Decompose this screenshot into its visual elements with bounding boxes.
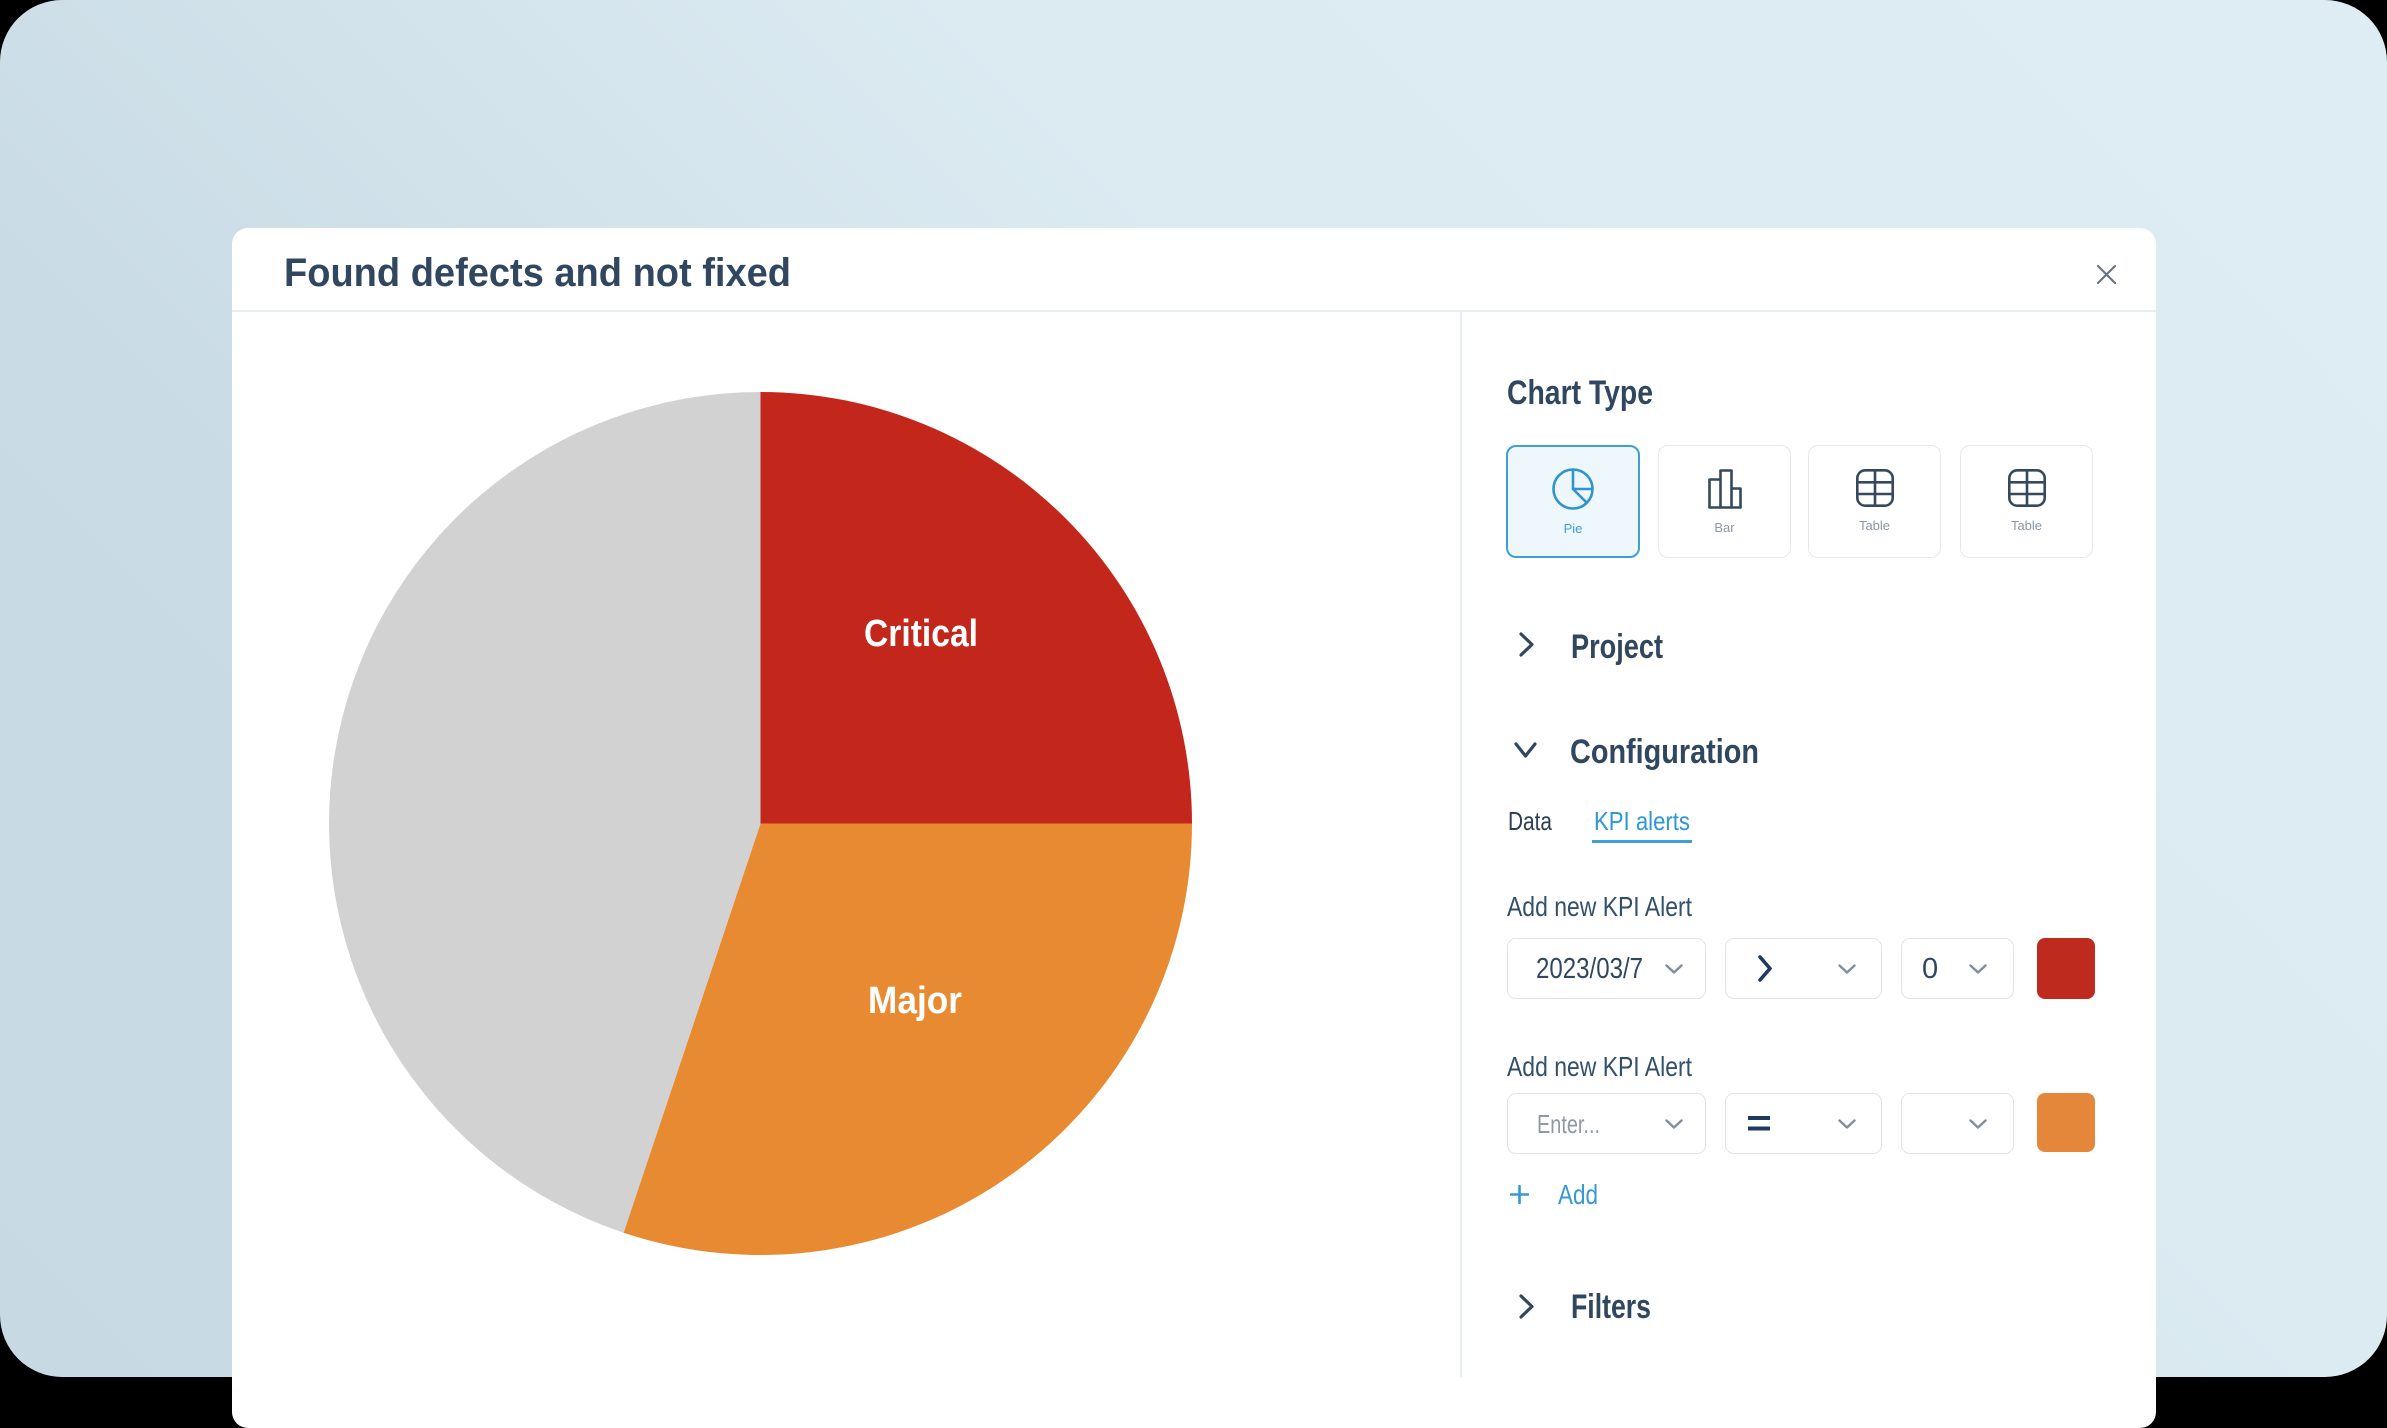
svg-text:Critical: Critical bbox=[864, 613, 978, 655]
svg-text:Major: Major bbox=[868, 980, 962, 1022]
